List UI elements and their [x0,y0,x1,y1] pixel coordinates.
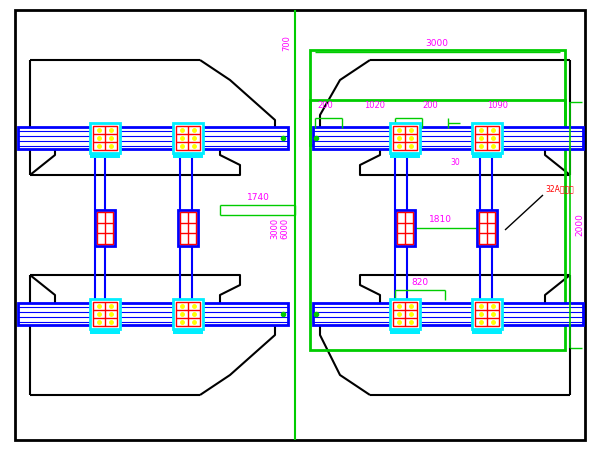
Bar [472,153,502,158]
Bar [393,126,417,150]
Bar [390,123,420,153]
Text: 3000: 3000 [425,40,449,49]
Bar [313,303,583,325]
Bar [180,212,196,244]
Bar [472,329,502,334]
Bar [97,212,113,244]
Bar [472,299,502,329]
Bar [310,50,565,145]
Bar [393,302,417,326]
Bar [390,123,420,153]
Bar [472,299,502,329]
Bar [176,126,200,150]
Text: 2000: 2000 [575,214,584,236]
Bar [313,127,583,149]
Text: 1740: 1740 [247,193,269,202]
Bar [477,210,497,246]
Bar [173,123,203,153]
Text: 700: 700 [282,35,291,51]
Text: 30: 30 [450,158,460,167]
Bar [390,329,420,334]
Bar [397,212,413,244]
Bar [475,126,499,150]
Bar [18,127,288,149]
Bar [90,299,120,329]
Text: 200: 200 [422,100,438,109]
Bar [395,210,415,246]
Bar [477,210,497,246]
Bar [173,299,203,329]
Text: 6000: 6000 [280,217,289,238]
Bar [90,299,120,329]
Bar [178,210,198,246]
Bar [472,123,502,153]
Text: 1090: 1090 [487,100,509,109]
Bar [390,153,420,158]
Text: 1020: 1020 [365,100,386,109]
Bar [18,303,288,325]
Bar [93,302,117,326]
Text: 820: 820 [412,278,428,287]
Text: 3000: 3000 [270,217,279,238]
Bar [390,299,420,329]
Bar [310,100,565,350]
Bar [173,153,203,158]
Bar [178,210,198,246]
Bar [479,212,495,244]
Bar [90,153,120,158]
Bar [395,210,415,246]
Bar [475,302,499,326]
Bar [93,126,117,150]
Text: 200: 200 [317,100,333,109]
Bar [390,299,420,329]
Bar [90,329,120,334]
Bar [173,299,203,329]
Bar [173,123,203,153]
Bar [95,210,115,246]
Bar [90,123,120,153]
Bar [176,302,200,326]
Bar [472,123,502,153]
Bar [173,329,203,334]
Bar [90,123,120,153]
Text: 1810: 1810 [428,215,452,224]
Bar [95,210,115,246]
Text: 32A工字钢: 32A工字钢 [545,184,574,193]
